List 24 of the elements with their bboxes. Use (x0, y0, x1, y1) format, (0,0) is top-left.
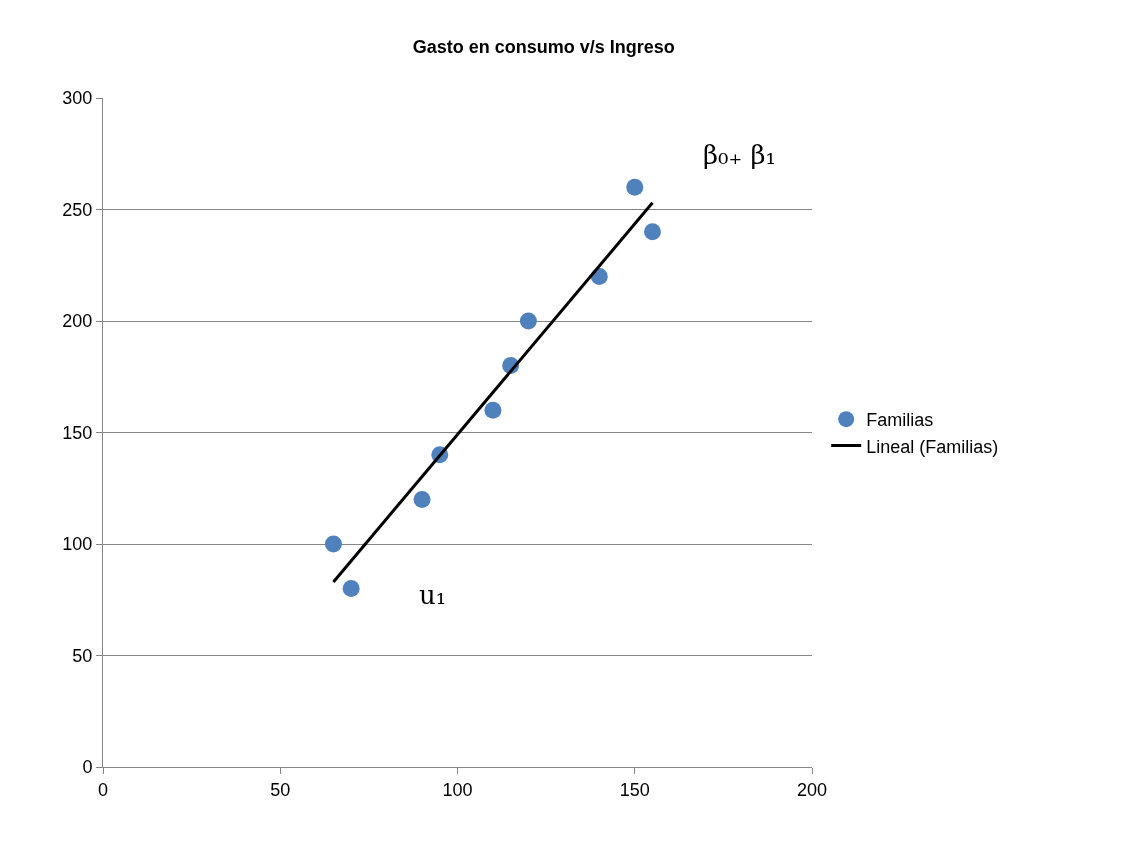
y-tick-label: 200 (62, 311, 93, 332)
annotation: u₁ (419, 580, 447, 610)
point (324, 535, 342, 553)
x-tick-label: 0 (97, 779, 109, 800)
point (519, 312, 537, 330)
y-tick-label: 150 (62, 422, 93, 443)
y-tick-label: 300 (62, 88, 93, 109)
point (342, 580, 360, 598)
annotation: β₀₊ β₁ (703, 140, 776, 170)
point (643, 223, 661, 241)
legend-label: Lineal (Familias) (866, 436, 999, 457)
y-tick-label: 50 (72, 645, 93, 666)
y-tick-label: 250 (62, 199, 93, 220)
y-tick-label: 100 (62, 534, 93, 555)
chart-title: Gasto en consumo v/s Ingreso (412, 37, 675, 58)
x-tick-label: 100 (442, 779, 473, 800)
legend-label: Familias (866, 410, 934, 431)
y-tick-label: 0 (82, 757, 93, 778)
point (484, 401, 502, 419)
point (626, 178, 644, 196)
x-tick-label: 150 (619, 779, 650, 800)
x-tick-label: 200 (796, 779, 828, 800)
x-tick-label: 50 (270, 779, 291, 800)
point (413, 490, 431, 508)
